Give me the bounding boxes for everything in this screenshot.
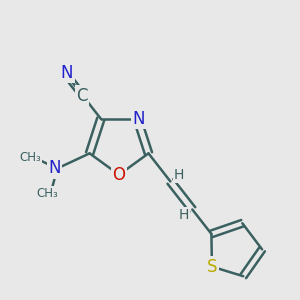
Text: N: N [133, 110, 145, 128]
Text: N: N [49, 159, 61, 177]
Text: H: H [174, 168, 184, 182]
Text: S: S [207, 258, 217, 276]
Text: CH₃: CH₃ [20, 151, 41, 164]
Text: N: N [61, 64, 74, 82]
Text: C: C [76, 87, 88, 105]
Text: CH₃: CH₃ [37, 187, 58, 200]
Text: O: O [112, 166, 125, 184]
Text: H: H [178, 208, 189, 222]
